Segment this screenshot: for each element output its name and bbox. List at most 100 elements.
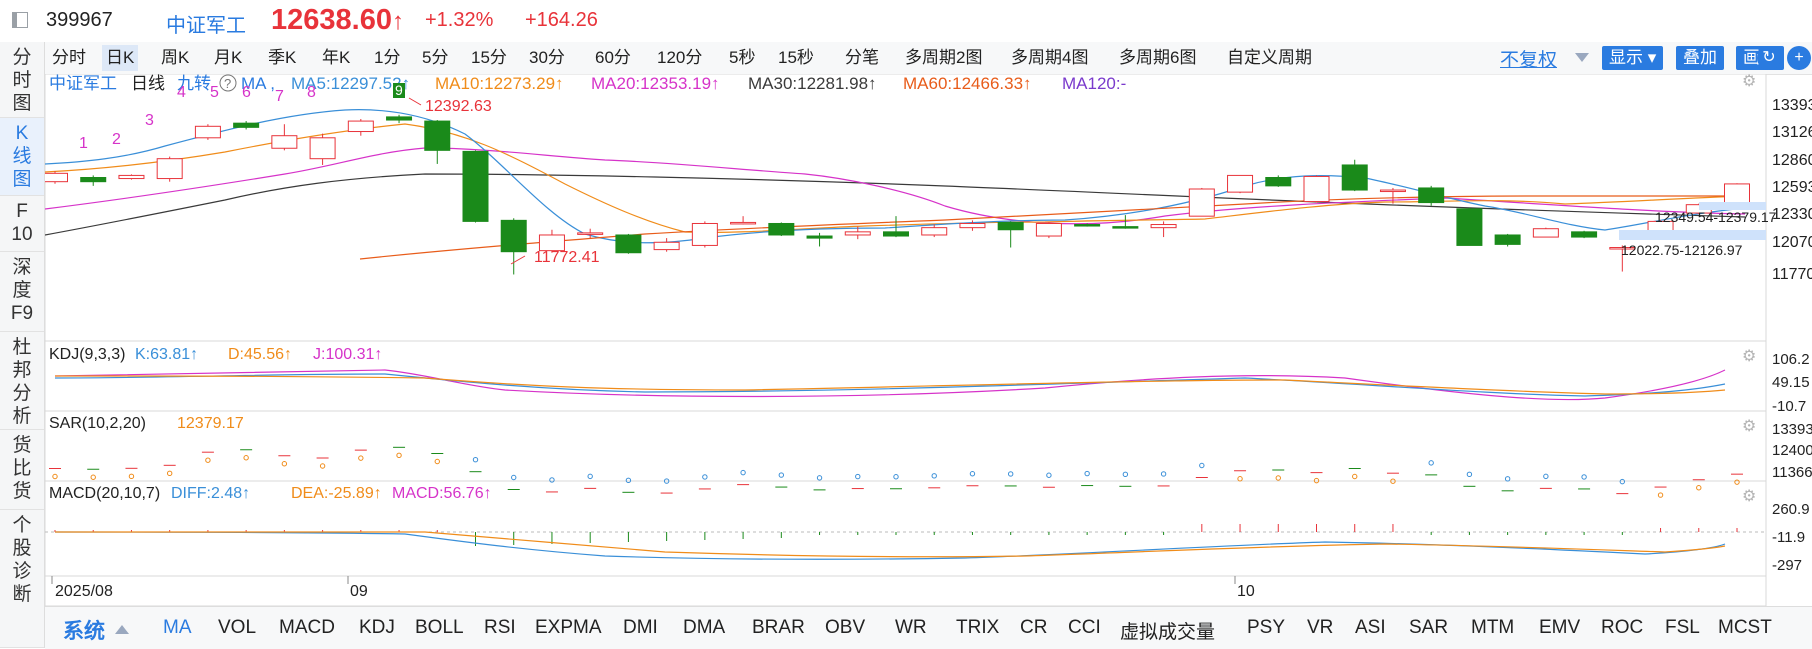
- tab-multi-2[interactable]: 多周期2图: [905, 48, 983, 67]
- candle-body[interactable]: [1112, 226, 1139, 229]
- indicator-roc[interactable]: ROC: [1601, 617, 1644, 638]
- sidebar-toggle-icon[interactable]: [12, 12, 28, 28]
- candle-body[interactable]: [997, 221, 1024, 231]
- indicator-cr[interactable]: CR: [1020, 617, 1048, 638]
- restore-dropdown-icon[interactable]: [1575, 53, 1589, 62]
- indicator-virtual-volume[interactable]: 虚拟成交量: [1120, 622, 1216, 643]
- indicator-kdj[interactable]: KDJ: [359, 617, 395, 638]
- indicator-asi[interactable]: ASI: [1355, 617, 1386, 638]
- candle-body[interactable]: [80, 177, 107, 183]
- candle-body[interactable]: [1571, 231, 1598, 238]
- tab-tick[interactable]: 分笔: [845, 48, 879, 67]
- tab-15sec[interactable]: 15秒: [778, 48, 814, 67]
- tab-daily-k[interactable]: 日K: [102, 45, 139, 71]
- indicator-wr[interactable]: WR: [895, 617, 927, 638]
- display-button[interactable]: 显示 ▾: [1602, 46, 1664, 70]
- candle-body[interactable]: [156, 158, 183, 180]
- system-menu[interactable]: 系统: [63, 620, 105, 643]
- tab-120min[interactable]: 120分: [657, 48, 703, 67]
- indicator-dmi[interactable]: DMI: [623, 617, 658, 638]
- indicator-cci[interactable]: CCI: [1068, 617, 1101, 638]
- indicator-emv[interactable]: EMV: [1539, 617, 1581, 638]
- indicator-dma[interactable]: DMA: [683, 617, 726, 638]
- candle-body[interactable]: [538, 234, 565, 252]
- candle-body[interactable]: [309, 137, 336, 160]
- tab-intraday[interactable]: 分时: [52, 48, 86, 67]
- candle-body[interactable]: [1265, 177, 1292, 187]
- indicator-fsl[interactable]: FSL: [1665, 617, 1700, 638]
- tab-multi-4[interactable]: 多周期4图: [1011, 48, 1089, 67]
- candle-body[interactable]: [1609, 247, 1636, 250]
- candle-body[interactable]: [271, 135, 298, 149]
- candle-body[interactable]: [615, 234, 642, 254]
- tab-60min[interactable]: 60分: [595, 48, 631, 67]
- candle-body[interactable]: [921, 227, 948, 236]
- tab-5min[interactable]: 5分: [422, 48, 449, 67]
- tab-monthly-k[interactable]: 月K: [214, 48, 243, 67]
- candle-body[interactable]: [42, 172, 68, 183]
- candle-body[interactable]: [1724, 183, 1750, 204]
- candle-body[interactable]: [500, 219, 527, 253]
- sar-settings-gear-icon[interactable]: ⚙: [1742, 418, 1756, 435]
- overlay-button[interactable]: 叠加: [1676, 46, 1724, 70]
- plus-icon[interactable]: +: [1787, 46, 1811, 70]
- main-settings-gear-icon[interactable]: ⚙: [1742, 73, 1756, 90]
- candle-body[interactable]: [730, 221, 757, 225]
- nav-diagnosis[interactable]: 个股诊断: [0, 510, 44, 648]
- candle-body[interactable]: [424, 120, 451, 151]
- nav-dupont[interactable]: 杜邦分析: [0, 332, 44, 430]
- indicator-obv[interactable]: OBV: [825, 617, 866, 638]
- candle-body[interactable]: [959, 222, 986, 229]
- candle-body[interactable]: [1379, 189, 1406, 193]
- indicator-psy[interactable]: PSY: [1247, 617, 1286, 638]
- candle-body[interactable]: [806, 235, 833, 239]
- candle-body[interactable]: [347, 120, 374, 133]
- candle-body[interactable]: [1341, 164, 1368, 191]
- indicator-rsi[interactable]: RSI: [484, 617, 516, 638]
- candle-body[interactable]: [768, 222, 795, 236]
- legend-nine-turn[interactable]: 九转: [177, 74, 211, 93]
- indicator-sar[interactable]: SAR: [1409, 617, 1449, 638]
- restore-rights-toggle[interactable]: 不复权: [1500, 50, 1558, 71]
- nav-f10[interactable]: F 10: [0, 196, 44, 252]
- nav-compare[interactable]: 货比货: [0, 430, 44, 510]
- candle-body[interactable]: [1303, 175, 1330, 203]
- indicator-vol[interactable]: VOL: [218, 617, 257, 638]
- indicator-expma[interactable]: EXPMA: [535, 617, 602, 638]
- indicator-brar[interactable]: BRAR: [752, 617, 805, 638]
- nav-depth-f9[interactable]: 深度 F9: [0, 252, 44, 332]
- tab-15min[interactable]: 15分: [471, 48, 507, 67]
- candle-body[interactable]: [194, 125, 221, 139]
- indicator-vr[interactable]: VR: [1307, 617, 1334, 638]
- candle-body[interactable]: [1188, 188, 1215, 217]
- nav-intraday[interactable]: 分时图: [0, 42, 44, 118]
- candle-body[interactable]: [1035, 222, 1062, 237]
- tab-5sec[interactable]: 5秒: [729, 48, 756, 67]
- candle-body[interactable]: [1494, 234, 1521, 245]
- candle-body[interactable]: [577, 232, 604, 235]
- candle-body[interactable]: [233, 122, 260, 128]
- candle-body[interactable]: [844, 231, 871, 236]
- tab-yearly-k[interactable]: 年K: [322, 48, 351, 67]
- kline-chart-area[interactable]: ⚙ ⚙ ⚙ ⚙ 中证军工 日线 九转 ? MA , MA5:12297.52↑ …: [42, 73, 1812, 607]
- candle-body[interactable]: [1074, 224, 1101, 227]
- candle-body[interactable]: [1227, 174, 1254, 193]
- tab-weekly-k[interactable]: 周K: [161, 48, 190, 67]
- tab-30min[interactable]: 30分: [529, 48, 565, 67]
- candle-body[interactable]: [883, 231, 909, 237]
- candle-body[interactable]: [386, 116, 413, 121]
- candle-body[interactable]: [1532, 228, 1559, 238]
- candle-body[interactable]: [118, 174, 145, 180]
- indicator-trix[interactable]: TRIX: [956, 617, 1000, 638]
- indicator-ma[interactable]: MA: [163, 617, 192, 638]
- tab-custom-period[interactable]: 自定义周期: [1227, 48, 1312, 67]
- tab-1min[interactable]: 1分: [374, 48, 401, 67]
- indicator-mcst[interactable]: MCST: [1718, 617, 1772, 638]
- kdj-settings-gear-icon[interactable]: ⚙: [1742, 348, 1756, 365]
- tab-multi-6[interactable]: 多周期6图: [1119, 48, 1197, 67]
- macd-settings-gear-icon[interactable]: ⚙: [1742, 488, 1756, 505]
- indicator-macd[interactable]: MACD: [279, 617, 335, 638]
- candle-body[interactable]: [1150, 224, 1177, 229]
- candle-body[interactable]: [653, 241, 680, 251]
